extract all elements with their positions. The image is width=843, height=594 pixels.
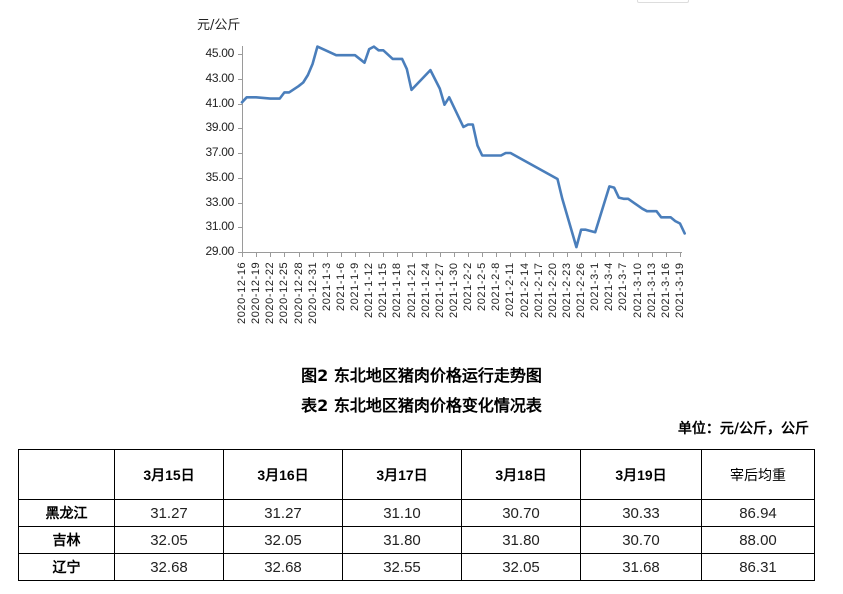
x-tick-label: 2020-12-25 xyxy=(278,261,291,324)
header-cell-weight: 宰后均重 xyxy=(701,449,815,500)
value-cell: 31.27 xyxy=(223,499,343,527)
value-cell: 32.68 xyxy=(223,553,343,581)
x-tick-label: 2021-3-13 xyxy=(645,262,658,318)
value-cell: 31.27 xyxy=(114,499,224,527)
corner-box xyxy=(637,0,689,3)
value-cell: 31.68 xyxy=(580,553,702,581)
x-tick-label: 2020-12-16 xyxy=(236,261,248,324)
x-tick-label: 2021-3-7 xyxy=(617,262,630,311)
x-tick-marks xyxy=(242,252,681,257)
x-tick-label: 2021-1-9 xyxy=(349,262,362,311)
province-cell: 吉林 xyxy=(18,526,115,554)
y-tick-marks xyxy=(238,54,243,253)
value-cell: 32.68 xyxy=(114,553,224,581)
x-tick-label: 2021-1-3 xyxy=(320,262,333,311)
x-tick-label: 2021-1-24 xyxy=(419,262,432,318)
province-cell: 辽宁 xyxy=(18,553,115,581)
header-cell-date: 3月15日 xyxy=(114,449,224,500)
value-cell: 32.05 xyxy=(114,526,224,554)
value-cell: 86.94 xyxy=(701,499,815,527)
x-tick-label: 2021-3-4 xyxy=(603,262,616,311)
y-tick-label: 41.00 xyxy=(205,95,234,110)
price-table: 3月15日 3月16日 3月17日 3月18日 3月19日 宰后均重 黑龙江 3… xyxy=(18,449,815,581)
value-cell: 30.70 xyxy=(580,526,702,554)
x-tick-label: 2020-12-22 xyxy=(264,261,277,324)
x-tick-label: 2021-2-23 xyxy=(560,262,573,318)
x-tick-label: 2021-1-12 xyxy=(363,262,376,318)
y-tick-label: 31.00 xyxy=(205,219,234,234)
x-tick-label: 2021-3-19 xyxy=(674,262,686,318)
table-row: 吉林 32.05 32.05 31.80 31.80 30.70 88.00 xyxy=(18,526,815,554)
y-tick-label: 29.00 xyxy=(205,244,234,258)
value-cell: 88.00 xyxy=(701,526,815,554)
y-axis-unit-label: 元/公斤 xyxy=(197,18,241,33)
x-tick-label: 2021-1-27 xyxy=(433,262,446,318)
header-cell-date: 3月19日 xyxy=(580,449,702,500)
value-cell: 32.55 xyxy=(342,553,462,581)
x-tick-label: 2021-2-11 xyxy=(504,262,517,317)
x-tick-label: 2021-2-2 xyxy=(462,262,475,311)
figure-caption: 图2 东北地区猪肉价格运行走势图 xyxy=(301,366,542,385)
value-cell: 30.33 xyxy=(580,499,702,527)
x-tick-label: 2020-12-28 xyxy=(292,261,305,324)
x-tick-label: 2021-2-26 xyxy=(575,262,588,318)
table-header-row: 3月15日 3月16日 3月17日 3月18日 3月19日 宰后均重 xyxy=(18,449,815,500)
price-trend-chart: 元/公斤 29.00 31.00 33.00 35.00 37.00 39.00 41.00… xyxy=(197,0,689,324)
value-cell: 31.80 xyxy=(342,526,462,554)
header-cell-date: 3月17日 xyxy=(342,449,462,500)
x-tick-label: 2021-2-5 xyxy=(476,262,489,311)
x-tick-label: 2021-2-17 xyxy=(532,262,545,318)
y-tick-label: 45.00 xyxy=(205,46,234,60)
header-cell-date: 3月16日 xyxy=(223,449,343,500)
header-cell-empty xyxy=(18,449,115,500)
x-tick-label: 2020-12-19 xyxy=(250,261,263,324)
table-caption: 表2 东北地区猪肉价格变化情况表 xyxy=(301,396,542,415)
y-tick-label: 43.00 xyxy=(205,70,234,85)
x-tick-label: 2020-12-31 xyxy=(306,261,319,324)
x-tick-label: 2021-1-30 xyxy=(447,262,460,318)
province-cell: 黑龙江 xyxy=(18,499,115,527)
y-tick-label: 37.00 xyxy=(205,145,234,159)
y-tick-label: 39.00 xyxy=(205,120,234,135)
y-tick-label: 33.00 xyxy=(205,194,234,209)
x-tick-label: 2021-1-18 xyxy=(391,262,404,318)
value-cell: 31.80 xyxy=(461,526,581,554)
x-tick-label: 2021-1-21 xyxy=(405,262,418,318)
plot-area xyxy=(238,45,687,257)
value-cell: 30.70 xyxy=(461,499,581,527)
table-row: 辽宁 32.68 32.68 32.55 32.05 31.68 86.31 xyxy=(18,553,815,581)
x-tick-label: 2021-2-20 xyxy=(546,262,559,318)
y-tick-label: 35.00 xyxy=(205,169,234,184)
value-cell: 31.10 xyxy=(342,499,462,527)
header-cell-date: 3月18日 xyxy=(461,449,581,500)
price-line-series xyxy=(240,45,687,249)
x-tick-label: 2021-3-1 xyxy=(589,262,602,311)
x-tick-label: 2021-2-14 xyxy=(518,262,531,318)
table-row: 黑龙江 31.27 31.27 31.10 30.70 30.33 86.94 xyxy=(18,499,815,527)
value-cell: 32.05 xyxy=(223,526,343,554)
value-cell: 32.05 xyxy=(461,553,581,581)
x-tick-label: 2021-1-15 xyxy=(377,262,390,318)
value-cell: 86.31 xyxy=(701,553,815,581)
unit-note: 单位：元/公斤，公斤 xyxy=(677,421,809,437)
x-tick-label: 2021-2-8 xyxy=(490,262,503,311)
x-tick-label: 2021-3-10 xyxy=(631,262,644,318)
x-tick-label: 2021-1-6 xyxy=(334,262,347,311)
x-tick-label: 2021-3-16 xyxy=(659,262,672,318)
